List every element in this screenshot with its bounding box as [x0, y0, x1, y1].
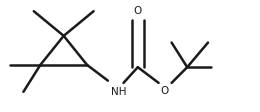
Text: O: O	[160, 86, 168, 96]
Text: NH: NH	[110, 87, 126, 97]
Text: O: O	[134, 6, 142, 16]
